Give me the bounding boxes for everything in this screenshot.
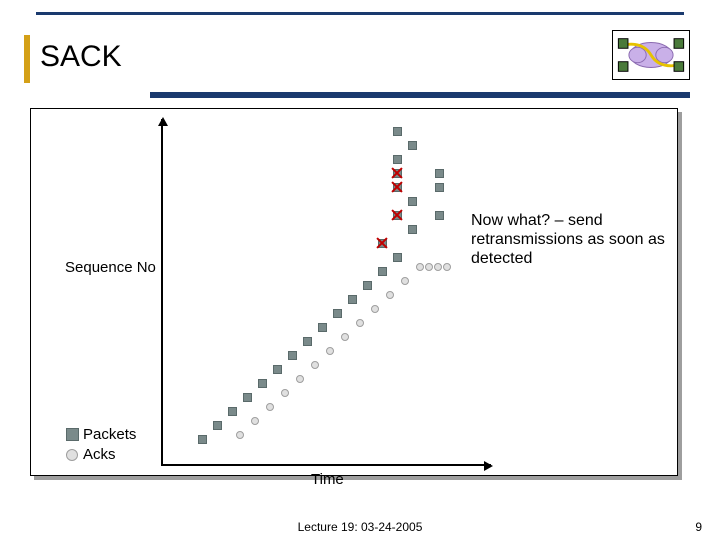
packet-marker bbox=[408, 197, 417, 206]
packet-marker bbox=[408, 141, 417, 150]
drop-icon bbox=[391, 181, 403, 193]
packet-marker bbox=[348, 295, 357, 304]
packet-marker bbox=[435, 183, 444, 192]
packet-marker bbox=[228, 407, 237, 416]
packet-marker bbox=[363, 281, 372, 290]
ack-marker bbox=[311, 361, 319, 369]
packet-icon bbox=[66, 428, 79, 441]
packet-marker bbox=[258, 379, 267, 388]
ack-marker bbox=[236, 431, 244, 439]
legend-acks: Acks bbox=[66, 446, 136, 463]
ack-marker bbox=[371, 305, 379, 313]
ack-icon bbox=[66, 449, 78, 461]
packet-marker bbox=[273, 365, 282, 374]
legend-acks-label: Acks bbox=[83, 446, 116, 463]
y-axis-label: Sequence No bbox=[65, 259, 156, 276]
page-title: SACK bbox=[40, 40, 122, 74]
drop-icon bbox=[376, 237, 388, 249]
packet-marker bbox=[408, 225, 417, 234]
packet-marker bbox=[393, 155, 402, 164]
ack-marker bbox=[296, 375, 304, 383]
title-accent bbox=[24, 35, 30, 83]
packet-marker bbox=[393, 253, 402, 262]
drop-icon bbox=[391, 209, 403, 221]
slide-logo bbox=[612, 30, 690, 80]
packet-marker bbox=[393, 127, 402, 136]
packet-marker bbox=[303, 337, 312, 346]
ack-marker bbox=[386, 291, 394, 299]
drop-icon bbox=[391, 167, 403, 179]
packet-marker bbox=[318, 323, 327, 332]
ack-marker bbox=[266, 403, 274, 411]
title-underline bbox=[150, 92, 690, 98]
packet-marker bbox=[435, 211, 444, 220]
packet-marker bbox=[213, 421, 222, 430]
ack-marker bbox=[443, 263, 451, 271]
packet-marker bbox=[288, 351, 297, 360]
ack-marker bbox=[281, 389, 289, 397]
ack-marker bbox=[251, 417, 259, 425]
sack-chart: Sequence No Time Now what? – send retran… bbox=[30, 108, 678, 476]
packet-marker bbox=[243, 393, 252, 402]
ack-marker bbox=[356, 319, 364, 327]
ack-marker bbox=[416, 263, 424, 271]
ack-marker bbox=[341, 333, 349, 341]
ack-marker bbox=[401, 277, 409, 285]
page-number: 9 bbox=[695, 520, 702, 534]
legend-packets: Packets bbox=[66, 426, 136, 443]
x-axis bbox=[161, 464, 491, 466]
ack-marker bbox=[425, 263, 433, 271]
packet-marker bbox=[333, 309, 342, 318]
annotation-text: Now what? – send retransmissions as soon… bbox=[471, 211, 671, 269]
legend-packets-label: Packets bbox=[83, 426, 136, 443]
x-axis-label: Time bbox=[311, 471, 344, 488]
ack-marker bbox=[326, 347, 334, 355]
slide-footer: Lecture 19: 03-24-2005 bbox=[0, 520, 720, 534]
y-axis bbox=[161, 119, 163, 464]
chart-plot-area: Sequence No Time Now what? – send retran… bbox=[31, 109, 677, 475]
header-rule bbox=[36, 12, 684, 15]
packet-marker bbox=[378, 267, 387, 276]
packet-marker bbox=[198, 435, 207, 444]
ack-marker bbox=[434, 263, 442, 271]
packet-marker bbox=[435, 169, 444, 178]
chart-legend: Packets Acks bbox=[66, 423, 136, 463]
